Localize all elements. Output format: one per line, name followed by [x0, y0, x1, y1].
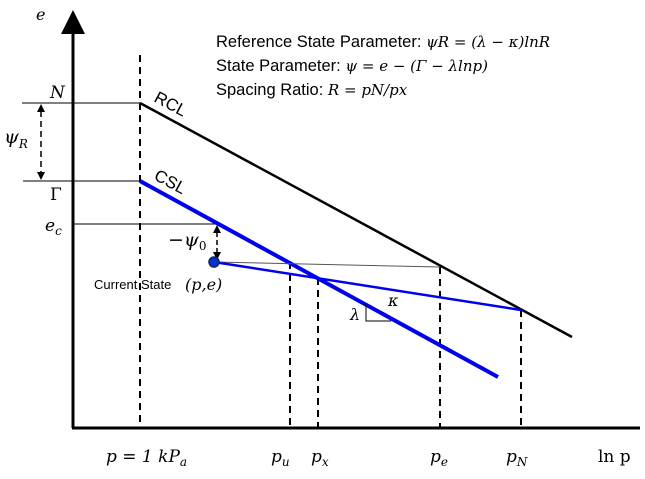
- current-state-coords: (p,e): [185, 275, 222, 294]
- legend-equation: ψR = (λ − κ)lnR: [426, 33, 551, 51]
- psi0-label: −ψ0: [168, 229, 206, 253]
- pn-label: pN: [506, 447, 528, 469]
- x-axis-label: ln p: [598, 447, 631, 467]
- lambda-label: λ: [349, 305, 360, 324]
- current-state-point: [208, 256, 220, 268]
- legend-label: Reference State Parameter:: [216, 33, 422, 51]
- legend-row: Reference State Parameter: ψR = (λ − κ)l…: [216, 30, 550, 54]
- p-ref-label: p = 1 kPa: [106, 447, 187, 469]
- legend-row: Spacing Ratio: R = pN/px: [216, 78, 550, 102]
- legend-row: State Parameter: ψ = e − (Γ − λlnp): [216, 54, 550, 78]
- legend-label: Spacing Ratio:: [216, 81, 324, 99]
- gamma-label: Γ: [50, 185, 62, 205]
- pe-label: pe: [430, 447, 448, 469]
- kappa-line: [213, 260, 522, 312]
- current-state-label: Current State: [94, 277, 171, 292]
- rcl-line: [139, 101, 573, 339]
- legend-equation: R = pN/px: [327, 81, 408, 99]
- horizontal-projection: [213, 261, 441, 268]
- y-axis-label: e: [36, 5, 45, 24]
- slope-triangle: [365, 303, 391, 322]
- kappa-label: κ: [387, 291, 399, 310]
- ec-label: ec: [45, 216, 62, 238]
- csl-label: CSL: [151, 166, 189, 198]
- psi-r-label: ψR: [4, 126, 28, 151]
- legend-label: State Parameter:: [216, 57, 341, 75]
- n-label: N: [49, 83, 66, 103]
- equations-legend: Reference State Parameter: ψR = (λ − κ)l…: [216, 30, 550, 102]
- px-label: px: [311, 447, 329, 469]
- legend-equation: ψ = e − (Γ − λlnp): [345, 57, 488, 75]
- rcl-label: RCL: [151, 88, 190, 121]
- pu-label: pu: [271, 447, 290, 469]
